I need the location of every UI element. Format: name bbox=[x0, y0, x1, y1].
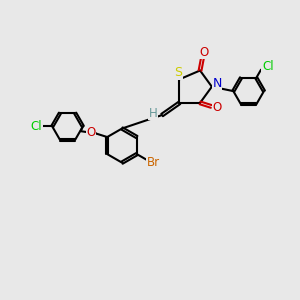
Text: O: O bbox=[199, 46, 208, 59]
Text: Br: Br bbox=[146, 156, 160, 169]
Text: H: H bbox=[149, 107, 158, 120]
Text: O: O bbox=[212, 101, 222, 114]
Text: Cl: Cl bbox=[31, 120, 42, 133]
Text: N: N bbox=[212, 77, 222, 90]
Text: O: O bbox=[86, 126, 95, 139]
Text: Cl: Cl bbox=[262, 60, 274, 73]
Text: S: S bbox=[174, 66, 182, 79]
